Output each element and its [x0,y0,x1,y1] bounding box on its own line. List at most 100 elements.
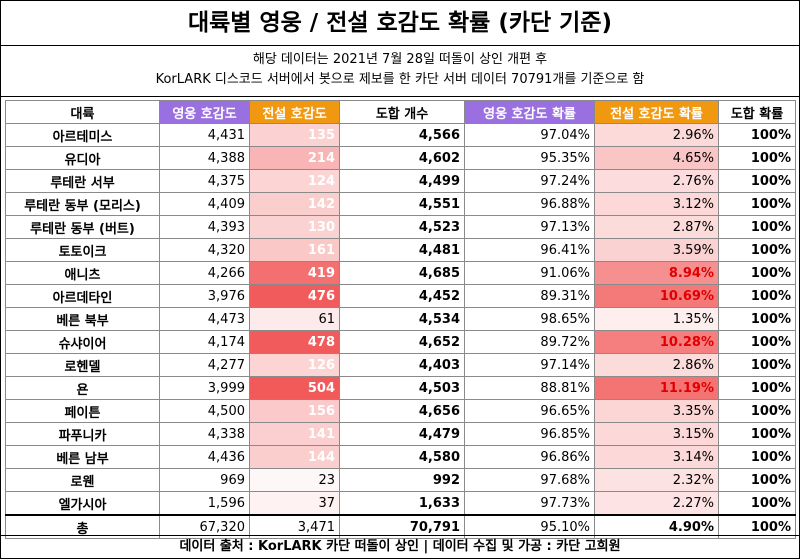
cell-total: 992 [339,468,465,492]
cell-hero: 3,976 [159,284,250,308]
cell-total: 4,652 [339,330,465,354]
cell-hero: 4,277 [159,353,250,377]
cell-legend: 130 [249,215,340,239]
cell-total: 1,633 [339,491,465,516]
cell-legend-pct: 2.32% [594,468,719,492]
cell-total: 4,580 [339,445,465,469]
cell-continent: 페이튼 [5,399,160,423]
cell-hero-pct: 97.14% [464,353,595,377]
cell-legend-pct: 2.86% [594,353,719,377]
table-row: 슈샤이어 4,174 478 4,652 89.72% 10.28% 100% [5,330,796,354]
table-row: 파푸니카 4,338 141 4,479 96.85% 3.15% 100% [5,422,796,446]
cell-legend-pct: 3.12% [594,192,719,216]
cell-hero-pct: 91.06% [464,261,595,285]
cell-hero-pct: 96.85% [464,422,595,446]
cell-legend-pct: 1.35% [594,307,719,331]
cell-legend-pct: 3.15% [594,422,719,446]
cell-total-pct: 100% [718,468,796,492]
cell-total-pct: 100% [718,261,796,285]
cell-hero: 4,266 [159,261,250,285]
cell-total-pct: 100% [718,445,796,469]
cell-hero-pct: 97.73% [464,491,595,516]
cell-hero: 4,174 [159,330,250,354]
cell-hero: 4,436 [159,445,250,469]
total-count: 70,791 [339,514,465,539]
cell-continent: 베른 북부 [5,307,160,331]
cell-continent: 루테란 동부 (모리스) [5,192,160,216]
cell-total-pct: 100% [718,238,796,262]
cell-total: 4,452 [339,284,465,308]
cell-hero-pct: 97.24% [464,169,595,193]
cell-total-pct: 100% [718,376,796,400]
cell-continent: 슈샤이어 [5,330,160,354]
table-row: 유디아 4,388 214 4,602 95.35% 4.65% 100% [5,146,796,170]
cell-legend: 126 [249,353,340,377]
cell-continent: 유디아 [5,146,160,170]
table-header-row: 대륙 영웅 호감도 전설 호감도 도합 개수 영웅 호감도 확률 전설 호감도 … [5,100,796,124]
cell-total-pct: 100% [718,330,796,354]
cell-total: 4,403 [339,353,465,377]
cell-continent: 루테란 서부 [5,169,160,193]
total-hero-pct: 95.10% [464,514,595,539]
cell-legend-pct: 2.27% [594,491,719,516]
cell-hero-pct: 97.68% [464,468,595,492]
cell-continent: 아르테미스 [5,123,160,147]
cell-legend: 61 [249,307,340,331]
header-continent: 대륙 [5,100,160,124]
table-row: 로웬 969 23 992 97.68% 2.32% 100% [5,468,796,492]
table-row: 아르데타인 3,976 476 4,452 89.31% 10.69% 100% [5,284,796,308]
cell-total: 4,534 [339,307,465,331]
cell-total: 4,499 [339,169,465,193]
cell-hero-pct: 88.81% [464,376,595,400]
cell-legend: 124 [249,169,340,193]
cell-hero: 4,320 [159,238,250,262]
cell-legend: 476 [249,284,340,308]
cell-legend-pct: 2.76% [594,169,719,193]
cell-hero: 4,338 [159,422,250,446]
table-body: 아르테미스 4,431 135 4,566 97.04% 2.96% 100% 유디아 4,38… [5,123,796,516]
cell-hero-pct: 97.13% [464,215,595,239]
cell-legend: 144 [249,445,340,469]
cell-legend: 23 [249,468,340,492]
table-row: 애니츠 4,266 419 4,685 91.06% 8.94% 100% [5,261,796,285]
cell-hero-pct: 97.04% [464,123,595,147]
cell-hero-pct: 96.88% [464,192,595,216]
cell-hero-pct: 96.65% [464,399,595,423]
table-row: 엘가시아 1,596 37 1,633 97.73% 2.27% 100% [5,491,796,516]
cell-hero-pct: 95.35% [464,146,595,170]
cell-legend-pct: 3.59% [594,238,719,262]
cell-hero: 4,393 [159,215,250,239]
cell-continent: 토토이크 [5,238,160,262]
cell-total: 4,566 [339,123,465,147]
cell-total: 4,602 [339,146,465,170]
cell-legend: 214 [249,146,340,170]
cell-legend-pct: 11.19% [594,376,719,400]
cell-legend-pct: 2.87% [594,215,719,239]
cell-legend: 419 [249,261,340,285]
total-label: 총 [5,514,160,539]
cell-total-pct: 100% [718,284,796,308]
cell-continent: 로웬 [5,468,160,492]
page-title: 대륙별 영웅 / 전설 호감도 확률 (카단 기준) [1,1,799,46]
subtitle-line-2: KorLARK 디스코드 서버에서 봇으로 제보를 한 카단 서버 데이터 70… [155,72,645,87]
cell-legend-pct: 10.28% [594,330,719,354]
cell-total: 4,551 [339,192,465,216]
cell-legend-pct: 3.35% [594,399,719,423]
header-legend-probability: 전설 호감도 확률 [594,100,719,124]
header-hero-probability: 영웅 호감도 확률 [464,100,595,124]
probability-table: 대륙 영웅 호감도 전설 호감도 도합 개수 영웅 호감도 확률 전설 호감도 … [5,100,796,539]
cell-total-pct: 100% [718,307,796,331]
cell-hero: 4,473 [159,307,250,331]
cell-continent: 파푸니카 [5,422,160,446]
cell-hero: 4,431 [159,123,250,147]
cell-legend-pct: 3.14% [594,445,719,469]
cell-total-pct: 100% [718,215,796,239]
cell-continent: 베른 남부 [5,445,160,469]
cell-legend: 142 [249,192,340,216]
source-footer: 데이터 출처 : KorLARK 카단 떠돌이 상인 | 데이터 수집 및 가공… [1,535,799,558]
cell-hero: 4,409 [159,192,250,216]
cell-hero: 1,596 [159,491,250,516]
cell-hero: 4,500 [159,399,250,423]
cell-legend: 504 [249,376,340,400]
